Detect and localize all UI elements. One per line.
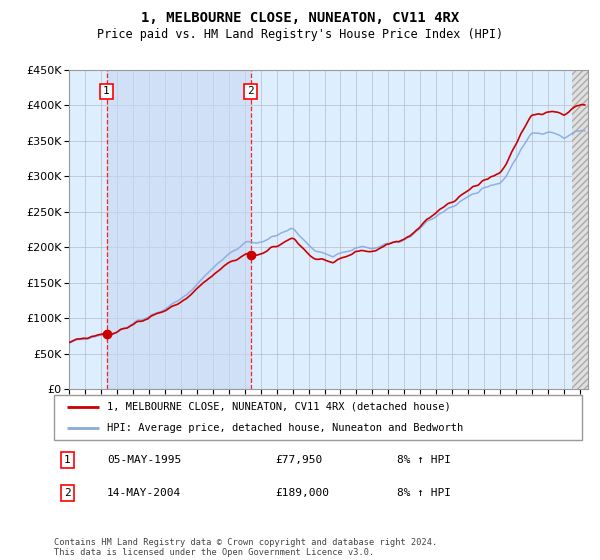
Text: 1: 1 bbox=[64, 455, 71, 465]
Text: HPI: Average price, detached house, Nuneaton and Bedworth: HPI: Average price, detached house, Nune… bbox=[107, 422, 463, 432]
FancyBboxPatch shape bbox=[54, 395, 582, 440]
Text: 2: 2 bbox=[247, 86, 254, 96]
Text: £189,000: £189,000 bbox=[276, 488, 330, 498]
Text: 1, MELBOURNE CLOSE, NUNEATON, CV11 4RX (detached house): 1, MELBOURNE CLOSE, NUNEATON, CV11 4RX (… bbox=[107, 402, 451, 412]
Text: 8% ↑ HPI: 8% ↑ HPI bbox=[397, 455, 451, 465]
Text: 2: 2 bbox=[64, 488, 71, 498]
Text: Price paid vs. HM Land Registry's House Price Index (HPI): Price paid vs. HM Land Registry's House … bbox=[97, 28, 503, 41]
Text: £77,950: £77,950 bbox=[276, 455, 323, 465]
Text: 1, MELBOURNE CLOSE, NUNEATON, CV11 4RX: 1, MELBOURNE CLOSE, NUNEATON, CV11 4RX bbox=[141, 11, 459, 25]
Text: 05-MAY-1995: 05-MAY-1995 bbox=[107, 455, 181, 465]
Text: 14-MAY-2004: 14-MAY-2004 bbox=[107, 488, 181, 498]
Text: Contains HM Land Registry data © Crown copyright and database right 2024.
This d: Contains HM Land Registry data © Crown c… bbox=[54, 538, 437, 557]
Bar bbox=[107, 70, 251, 389]
Text: 1: 1 bbox=[103, 86, 110, 96]
Text: 8% ↑ HPI: 8% ↑ HPI bbox=[397, 488, 451, 498]
